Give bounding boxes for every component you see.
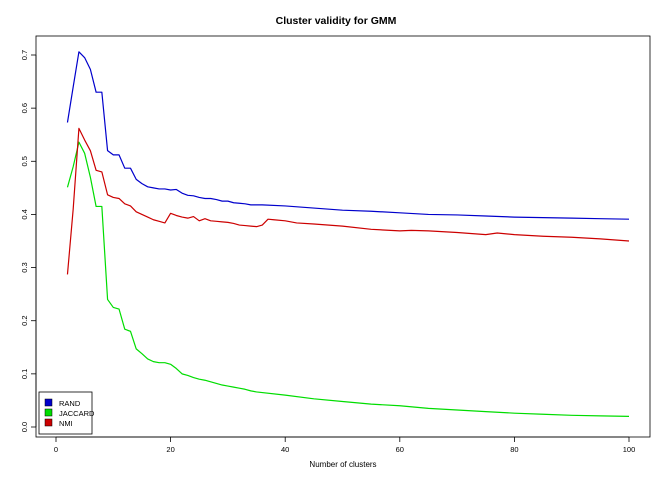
- legend-swatch-nmi: [44, 418, 53, 427]
- y-axis: 0.0 0.1 0.2 0.3 0.4 0.5 0.6 0.7: [20, 50, 37, 432]
- x-tick-label: 80: [510, 445, 518, 454]
- y-tick-label: 0.1: [20, 369, 29, 379]
- x-tick-label: 100: [623, 445, 636, 454]
- x-axis-label: Number of clusters: [309, 460, 376, 469]
- x-axis: 0 20 40 60 80 100: [54, 436, 636, 454]
- x-tick-label: 20: [166, 445, 174, 454]
- series-line-rand: [66, 51, 630, 220]
- y-tick-label: 0.2: [20, 315, 29, 325]
- legend-label-jaccard: JACCARD: [59, 409, 95, 418]
- legend-label-rand: RAND: [59, 399, 81, 408]
- legend-swatch-rand: [44, 398, 53, 407]
- series-line-jaccard: [66, 141, 630, 417]
- x-tick-label: 0: [54, 445, 58, 454]
- y-tick-label: 0.3: [20, 262, 29, 272]
- legend-label-nmi: NMI: [59, 419, 73, 428]
- x-tick-label: 60: [396, 445, 404, 454]
- y-tick-label: 0.6: [20, 103, 29, 113]
- y-tick-label: 0.7: [20, 50, 29, 60]
- x-tick-label: 40: [281, 445, 289, 454]
- series-layer: [66, 51, 630, 417]
- legend-swatch-jaccard: [44, 408, 53, 417]
- y-tick-label: 0.4: [20, 209, 29, 219]
- chart-title: Cluster validity for GMM: [276, 15, 397, 27]
- y-tick-label: 0.0: [20, 422, 29, 432]
- y-tick-label: 0.5: [20, 156, 29, 166]
- legend: RAND JACCARD NMI: [38, 391, 95, 435]
- series-line-nmi: [66, 127, 630, 275]
